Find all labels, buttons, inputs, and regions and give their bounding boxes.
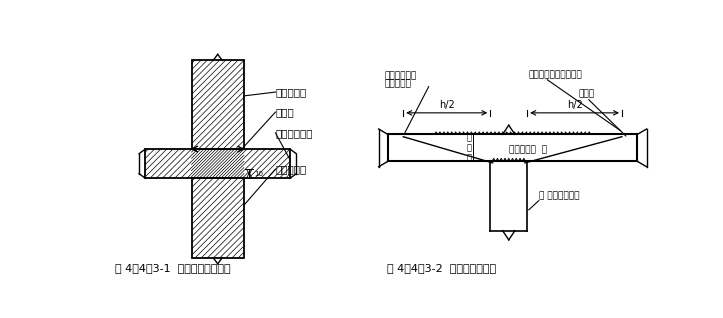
Text: 剪力墙、柱: 剪力墙、柱 <box>275 87 307 97</box>
Text: 上
柱
梁: 上 柱 梁 <box>466 133 471 163</box>
Text: 第 次浇筑柱混土: 第 次浇筑柱混土 <box>539 191 579 200</box>
Text: 设易收口阀: 设易收口阀 <box>385 79 411 88</box>
Bar <box>192 178 244 258</box>
Text: h/2: h/2 <box>439 100 455 110</box>
Bar <box>145 149 290 178</box>
Text: 第一次浇筑柱混凝土空: 第一次浇筑柱混凝土空 <box>528 70 582 79</box>
Text: 结构楼板、梁: 结构楼板、梁 <box>275 128 313 138</box>
Text: 剪力墙、柱: 剪力墙、柱 <box>275 164 307 174</box>
Bar <box>192 60 244 149</box>
Text: 图 4．4．3-1  墙柱梁楼层施工缝: 图 4．4．3-1 墙柱梁楼层施工缝 <box>115 263 231 273</box>
Text: 梁侧间歇上差: 梁侧间歇上差 <box>385 72 417 80</box>
Text: 梁底矿: 梁底矿 <box>579 89 595 98</box>
Text: 图 4．4．3-2  梁柱节点施工缝: 图 4．4．3-2 梁柱节点施工缝 <box>387 263 496 273</box>
Text: h/2: h/2 <box>567 100 583 110</box>
Text: 10: 10 <box>254 171 263 177</box>
Text: 施工缝: 施工缝 <box>275 107 294 117</box>
Text: 三成水平施  注: 三成水平施 注 <box>509 145 547 154</box>
